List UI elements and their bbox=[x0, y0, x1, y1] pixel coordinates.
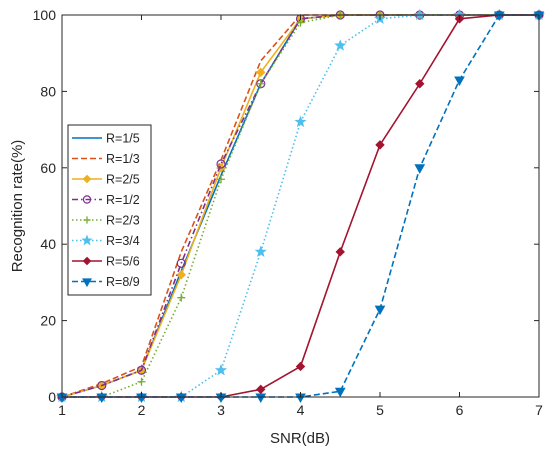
data-point bbox=[176, 270, 186, 280]
data-point bbox=[334, 39, 347, 51]
data-point bbox=[216, 159, 226, 169]
data-point bbox=[294, 115, 307, 128]
x-tick-label: 3 bbox=[217, 402, 225, 418]
legend-item: R=1/5 bbox=[72, 132, 140, 146]
data-point bbox=[176, 258, 186, 268]
data-point bbox=[137, 377, 146, 386]
data-point bbox=[82, 195, 92, 204]
data-point bbox=[256, 384, 266, 395]
x-tick-label: 1 bbox=[58, 402, 66, 418]
legend: R=1/5 R=1/3 R=2/5 R=1/2 R=2/3 R=3/4 R=5/6 R=8/9 bbox=[67, 124, 152, 296]
x-tick-label: 7 bbox=[535, 402, 543, 418]
data-point bbox=[256, 79, 265, 88]
y-tick-label: 20 bbox=[40, 313, 56, 329]
data-point bbox=[493, 11, 505, 22]
x-tick-label: 6 bbox=[456, 402, 464, 418]
data-point bbox=[83, 216, 91, 224]
x-axis-label: SNR(dB) bbox=[270, 430, 330, 447]
data-point bbox=[82, 278, 92, 288]
data-point bbox=[81, 234, 93, 246]
data-point bbox=[177, 293, 186, 302]
data-point bbox=[82, 256, 92, 266]
data-point bbox=[454, 76, 465, 86]
legend-item: R=3/4 bbox=[72, 234, 140, 248]
data-point bbox=[414, 164, 426, 174]
data-point bbox=[295, 361, 306, 372]
data-point bbox=[334, 387, 346, 398]
legend-item: R=1/3 bbox=[72, 152, 140, 166]
data-point bbox=[256, 67, 266, 78]
legend-item: R=2/3 bbox=[72, 214, 140, 228]
x-tick-label: 5 bbox=[376, 402, 384, 418]
y-axis-label: Recognition rate(%) bbox=[9, 140, 26, 273]
data-point bbox=[217, 175, 225, 184]
legend-box bbox=[67, 124, 152, 296]
legend-label: R=2/5 bbox=[106, 173, 140, 187]
data-point bbox=[97, 380, 107, 391]
legend-label: R=3/4 bbox=[106, 234, 140, 248]
tick-layer: 1 2 3 4 5 6 7 0 20 40 60 80 100 bbox=[33, 7, 543, 418]
series-line bbox=[61, 14, 539, 398]
legend-item: R=8/9 bbox=[72, 275, 140, 289]
legend-label: R=1/2 bbox=[106, 193, 140, 207]
legend-label: R=1/3 bbox=[106, 152, 140, 166]
legend-label: R=5/6 bbox=[106, 255, 140, 269]
data-point bbox=[136, 365, 147, 375]
legend-item: R=2/5 bbox=[72, 173, 140, 187]
data-point bbox=[254, 245, 267, 257]
x-tick-label: 4 bbox=[297, 402, 305, 418]
y-tick-label: 100 bbox=[33, 7, 57, 23]
data-point bbox=[82, 174, 92, 184]
y-tick-label: 60 bbox=[40, 160, 56, 176]
data-point bbox=[175, 393, 187, 404]
x-tick-label: 2 bbox=[138, 402, 146, 418]
data-point bbox=[375, 140, 385, 150]
y-tick-label: 0 bbox=[48, 389, 56, 405]
legend-label: R=8/9 bbox=[106, 275, 140, 289]
data-point bbox=[335, 247, 345, 257]
data-point bbox=[214, 363, 228, 376]
legend-label: R=2/3 bbox=[106, 214, 140, 228]
legend-item: R=5/6 bbox=[72, 255, 140, 269]
y-tick-label: 80 bbox=[40, 83, 56, 99]
legend-item: R=1/2 bbox=[72, 193, 140, 207]
y-tick-label: 40 bbox=[40, 236, 56, 252]
data-point bbox=[415, 79, 425, 89]
data-point bbox=[255, 393, 267, 404]
data-point bbox=[413, 8, 426, 21]
data-point bbox=[96, 393, 108, 404]
data-point bbox=[374, 305, 386, 316]
legend-label: R=1/5 bbox=[106, 132, 140, 146]
